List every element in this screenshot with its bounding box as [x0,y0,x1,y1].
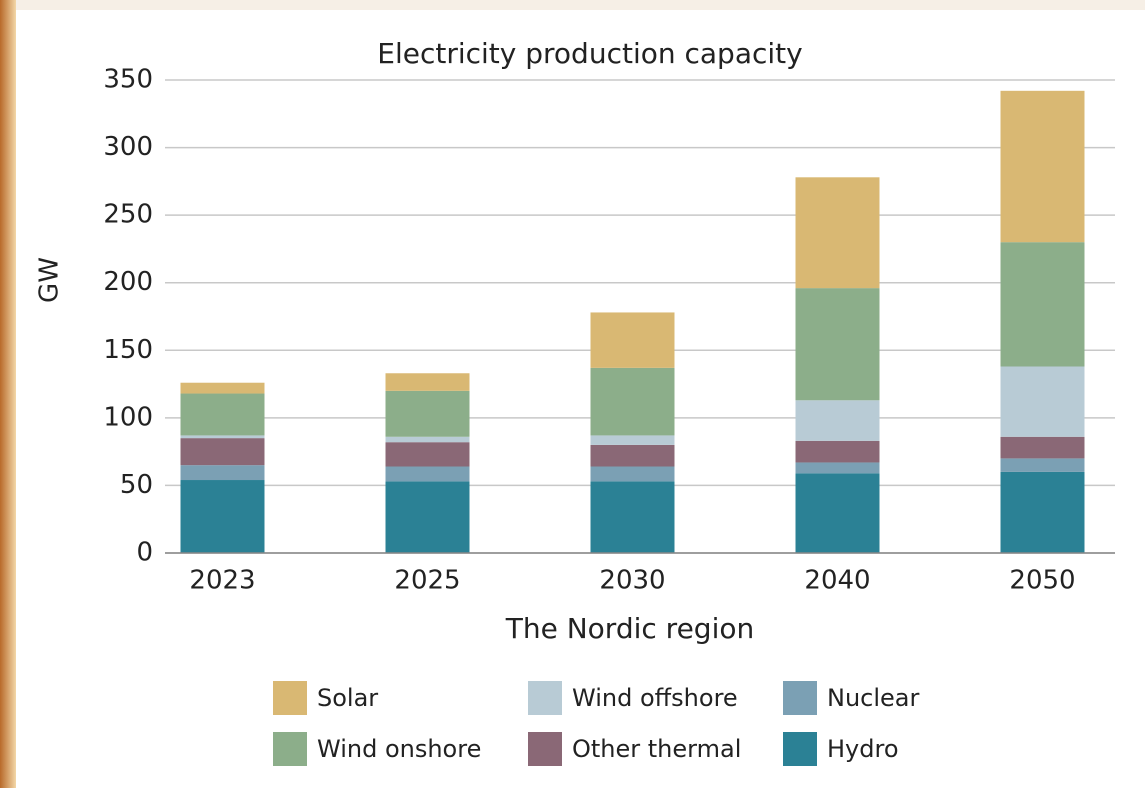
bar-segment [181,394,265,436]
bar-segment [796,400,880,441]
y-tick-label: 50 [120,470,153,500]
legend-swatch [783,681,817,715]
bar-segment [181,383,265,394]
legend-swatch [783,732,817,766]
bar-segment [386,391,470,437]
bar-segment [1001,242,1085,366]
bar-segment [591,467,675,482]
legend-swatch [273,732,307,766]
chart-title: Electricity production capacity [377,37,802,70]
x-tick-label: 2040 [804,566,870,596]
x-tick-label: 2025 [394,566,460,596]
bar-segment [1001,91,1085,242]
bar-segment [796,462,880,473]
bar-segment [386,437,470,442]
legend-swatch [273,681,307,715]
y-tick-label: 300 [103,132,153,162]
y-tick-label: 350 [103,65,153,95]
bar-segment [591,435,675,444]
legend-label: Wind offshore [572,684,738,712]
bar-segment [1001,472,1085,553]
x-tick-label: 2030 [599,566,665,596]
legend-label: Other thermal [572,735,741,763]
bar-segment [591,312,675,367]
chart: Electricity production capacity The Nord… [0,0,1145,788]
bar-segment [796,288,880,400]
y-tick-label: 200 [103,267,153,297]
bar-segment [386,481,470,553]
y-tick-label: 250 [103,200,153,230]
bar-segment [1001,437,1085,459]
legend-swatch [528,732,562,766]
legend-swatch [528,681,562,715]
x-tick-label: 2023 [189,566,255,596]
y-tick-label: 150 [103,335,153,365]
bar-segment [591,368,675,436]
bar-segment [386,442,470,466]
x-axis-title: The Nordic region [505,612,754,645]
x-tick-label: 2050 [1009,566,1075,596]
bar-segment [1001,367,1085,437]
bar-segment [1001,458,1085,472]
bar-segment [181,435,265,438]
legend-label: Hydro [827,735,899,763]
photo-edge [0,0,16,788]
y-axis-title: GW [35,257,65,303]
bar-segment [181,465,265,480]
y-tick-label: 0 [136,538,153,568]
bar-segment [181,438,265,465]
bar-segment [796,441,880,463]
bar-segment [386,467,470,482]
bar-segment [591,481,675,553]
bar-segment [386,373,470,391]
bar-segment [181,480,265,553]
bar-segment [591,445,675,467]
legend-label: Wind onshore [317,735,481,763]
bar-segment [796,473,880,553]
legend-label: Solar [317,684,378,712]
page: Electricity production capacity The Nord… [0,0,1145,788]
legend-label: Nuclear [827,684,920,712]
y-tick-label: 100 [103,402,153,432]
bar-segment [796,177,880,288]
